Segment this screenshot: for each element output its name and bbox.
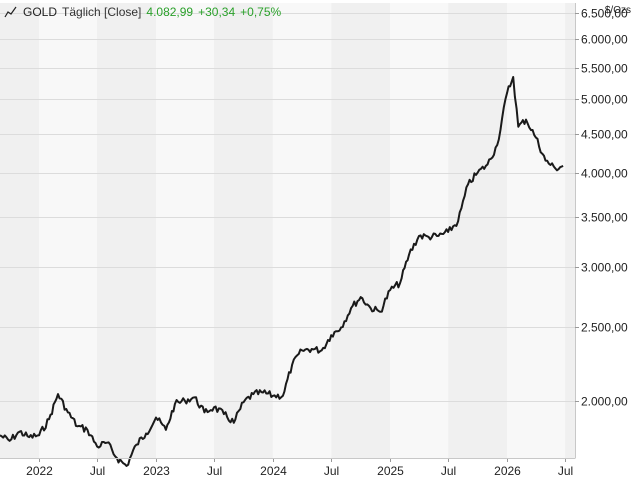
y-tick-label: 5.000,00 bbox=[581, 93, 628, 107]
x-axis: 2022 Jul 2023 Jul 2024 Jul 2025 Jul 2026 Jul bbox=[26, 458, 573, 478]
x-tick-label: 2026 bbox=[494, 464, 521, 478]
x-tick-label: Jul bbox=[207, 464, 222, 478]
x-tick-label: 2022 bbox=[26, 464, 53, 478]
x-tick-label: 2025 bbox=[377, 464, 404, 478]
y-tick-label: 6.000,00 bbox=[581, 33, 628, 47]
period-band bbox=[448, 3, 508, 458]
x-tick-label: Jul bbox=[90, 464, 105, 478]
y-tick-label: 6.500,00 bbox=[581, 7, 628, 21]
x-tick-label: Jul bbox=[324, 464, 339, 478]
x-tick-label: Jul bbox=[441, 464, 456, 478]
period-band bbox=[565, 3, 575, 458]
last-price: 4.082,99 bbox=[146, 5, 194, 19]
y-tick-label: 5.500,00 bbox=[581, 62, 628, 76]
period-bands bbox=[0, 3, 575, 458]
y-tick-label: 2.000,00 bbox=[581, 395, 628, 409]
period-band bbox=[507, 3, 566, 458]
period-label: Täglich [Close] bbox=[62, 5, 142, 19]
y-tick-label: 4.500,00 bbox=[581, 128, 628, 142]
period-band bbox=[0, 3, 40, 458]
period-band bbox=[272, 3, 332, 458]
period-band bbox=[97, 3, 157, 458]
y-tick-label: 3.500,00 bbox=[581, 211, 628, 225]
y-axis: 2.000,00 2.500,00 3.000,00 3.500,00 4.000,00… bbox=[575, 7, 628, 409]
price-line-series[interactable] bbox=[0, 76, 564, 467]
unit-label: $/Ozs bbox=[604, 5, 631, 16]
y-tick-label: 3.000,00 bbox=[581, 261, 628, 275]
period-band bbox=[156, 3, 214, 458]
symbol-label: GOLD bbox=[23, 5, 58, 19]
x-tick-label: 2024 bbox=[260, 464, 287, 478]
x-tick-label: Jul bbox=[558, 464, 573, 478]
change-percent: +0,75% bbox=[240, 5, 282, 19]
period-band bbox=[39, 3, 98, 458]
gridlines bbox=[0, 13, 575, 402]
x-tick-label: 2023 bbox=[143, 464, 170, 478]
period-band bbox=[390, 3, 449, 458]
change-absolute: +30,34 bbox=[198, 5, 236, 19]
chart-header: GOLD Täglich [Close] 4.082,99 +30,34 +0,… bbox=[4, 4, 281, 20]
period-band bbox=[331, 3, 391, 458]
y-tick-label: 4.000,00 bbox=[581, 167, 628, 181]
period-band bbox=[213, 3, 273, 458]
y-tick-label: 2.500,00 bbox=[581, 321, 628, 335]
line-chart-icon bbox=[4, 6, 17, 18]
